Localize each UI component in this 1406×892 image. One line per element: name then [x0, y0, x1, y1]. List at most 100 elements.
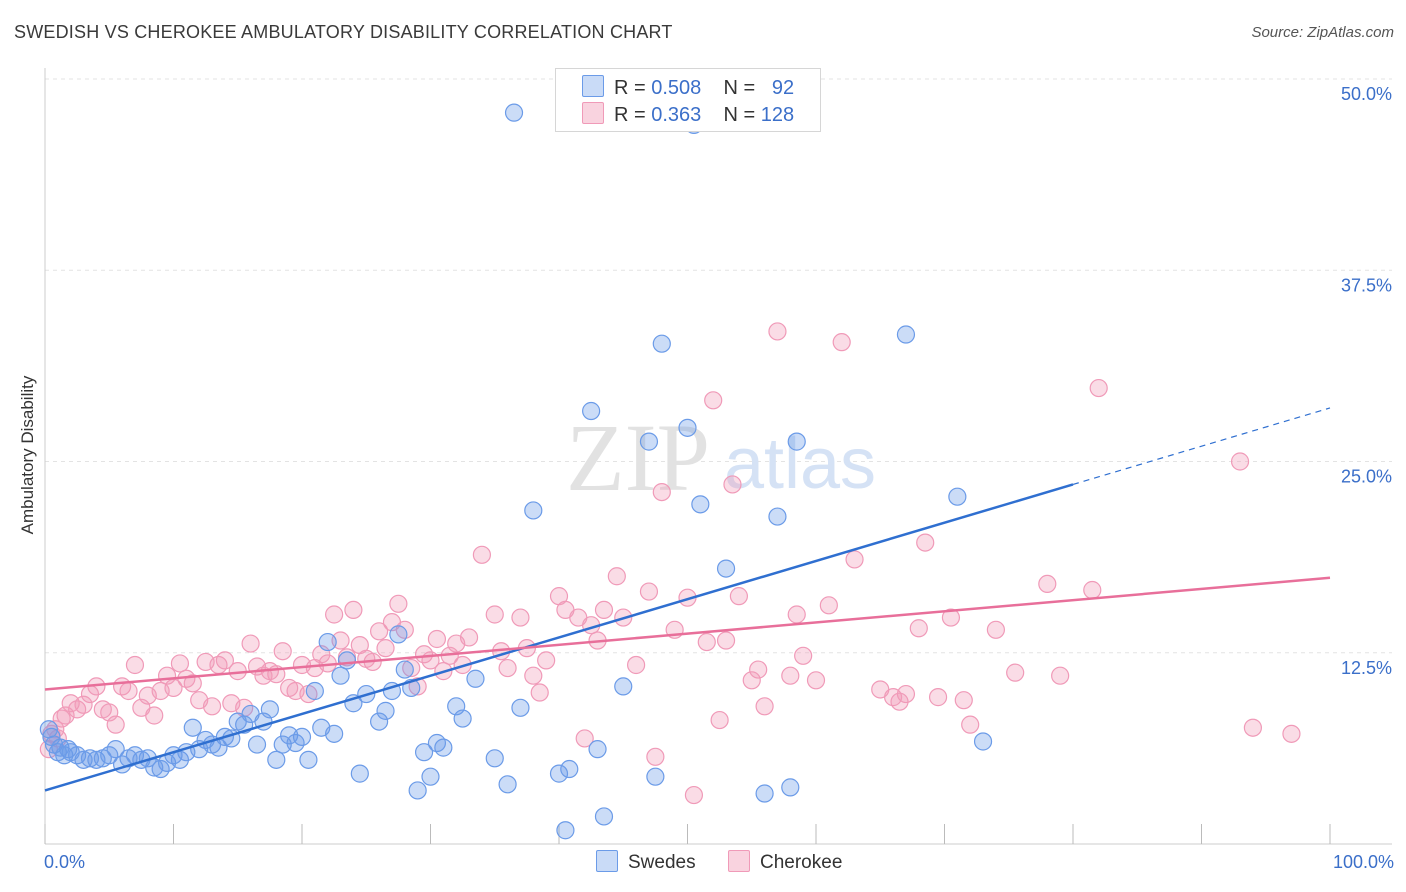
cherokee-point: [427, 629, 447, 649]
cherokee-point: [845, 550, 864, 569]
legend-swedes-label: Swedes: [628, 852, 696, 873]
swedes-point: [768, 507, 787, 526]
y-tick-label: 50.0%: [1341, 84, 1392, 104]
swedes-swatch-icon: [596, 850, 618, 872]
legend-r-value: 0.508: [651, 77, 702, 99]
cherokee-point: [344, 600, 363, 620]
correlation-legend: R = 0.508 N = 92 R = 0.363 N = 128: [555, 68, 821, 132]
swedes-trend-line: [44, 483, 1074, 792]
swedes-point: [370, 712, 389, 731]
watermark: ZIP atlas: [566, 404, 876, 511]
legend-cherokee-label: Cherokee: [760, 852, 843, 873]
cherokee-point: [1038, 574, 1057, 594]
cherokee-point: [928, 688, 948, 707]
swedes-point: [325, 724, 344, 743]
cherokee-point: [1282, 724, 1301, 743]
cherokee-swatch-icon: [728, 850, 750, 872]
swedes-point: [646, 767, 665, 786]
cherokee-point: [723, 475, 742, 494]
swedes-point: [337, 651, 357, 670]
cherokee-point: [408, 677, 427, 696]
cherokee-point: [389, 594, 408, 613]
swedes-point: [973, 732, 993, 751]
cherokee-point: [594, 600, 614, 620]
swedes-point: [678, 418, 697, 437]
cherokee-point: [511, 608, 530, 627]
cherokee-point: [768, 322, 787, 341]
legend-item-cherokee[interactable]: Cherokee: [728, 850, 842, 874]
swedes-point: [716, 559, 736, 578]
cherokee-point: [575, 729, 594, 748]
cherokee-point: [916, 533, 935, 552]
swedes-point: [389, 625, 408, 644]
swedes-point: [183, 718, 202, 737]
legend-row-cherokee: R = 0.363 N = 128: [582, 102, 794, 126]
swedes-point: [408, 781, 427, 800]
swedes-point: [594, 807, 614, 826]
y-tick-label: 37.5%: [1341, 275, 1392, 295]
cherokee-point: [370, 622, 389, 641]
legend-n-value: 128: [760, 104, 795, 126]
cherokee-point: [241, 634, 260, 653]
cherokee-point: [749, 660, 768, 679]
swedes-point: [59, 740, 78, 759]
swedes-point: [511, 698, 530, 717]
swedes-point: [582, 401, 601, 421]
swedes-point: [652, 334, 671, 353]
swedes-point: [453, 709, 472, 728]
legend-r-label: R =: [614, 104, 646, 126]
cherokee-point: [1230, 452, 1250, 471]
cherokee-point: [781, 666, 800, 685]
cherokee-point: [704, 391, 723, 410]
cherokee-point: [395, 620, 414, 639]
x-max-label: 100.0%: [1332, 852, 1394, 872]
cherokee-point: [986, 620, 1006, 639]
cherokee-point: [941, 608, 961, 627]
swedes-point: [549, 764, 569, 783]
swedes-point: [755, 784, 774, 803]
swedes-point: [691, 495, 710, 514]
legend-n-value: 92: [771, 77, 795, 99]
legend-n-label: N =: [723, 77, 756, 99]
legend-row-swedes: R = 0.508 N = 92: [582, 75, 794, 99]
cherokee-point: [183, 674, 202, 693]
legend-item-swedes[interactable]: Swedes: [596, 850, 696, 874]
swedes-point: [106, 740, 125, 759]
cherokee-point: [485, 605, 504, 624]
swedes-point: [434, 738, 453, 757]
cherokee-point: [1051, 666, 1070, 685]
y-tick-label: 25.0%: [1341, 467, 1392, 487]
swedes-point: [498, 775, 517, 794]
cherokee-point: [794, 646, 813, 665]
cherokee-point: [498, 658, 517, 678]
swedes-point: [318, 632, 337, 652]
legend-r-label: R =: [614, 77, 646, 99]
cherokee-point: [125, 655, 145, 675]
cherokee-point: [106, 715, 125, 734]
swedes-point: [466, 669, 485, 688]
swedes-point: [395, 660, 414, 679]
cherokee-points: [39, 322, 1301, 805]
swedes-point: [588, 740, 607, 759]
cherokee-point: [1006, 663, 1025, 682]
cherokee-point: [909, 619, 928, 638]
cherokee-trend-line: [44, 576, 1331, 691]
cherokee-point: [1083, 580, 1102, 600]
cherokee-point: [202, 697, 222, 716]
y-tick-label: 12.5%: [1341, 658, 1392, 678]
cherokee-point: [1243, 718, 1263, 737]
cherokee-point: [68, 700, 87, 719]
cherokee-point: [806, 671, 826, 690]
cherokee-point: [472, 545, 491, 564]
cherokee-point: [402, 658, 421, 678]
chart-title: SWEDISH VS CHEROKEE AMBULATORY DISABILIT…: [14, 22, 673, 42]
source-attribution: Source: ZipAtlas.com: [1251, 24, 1394, 41]
y-tick-labels: 12.5% 25.0% 37.5% 50.0%: [1341, 84, 1392, 678]
watermark-atlas: atlas: [724, 424, 876, 504]
swedes-point: [414, 743, 434, 762]
trend-lines: [44, 407, 1331, 792]
cherokee-point: [215, 651, 234, 670]
swedes-point: [896, 325, 916, 344]
swedes-point: [267, 750, 286, 769]
